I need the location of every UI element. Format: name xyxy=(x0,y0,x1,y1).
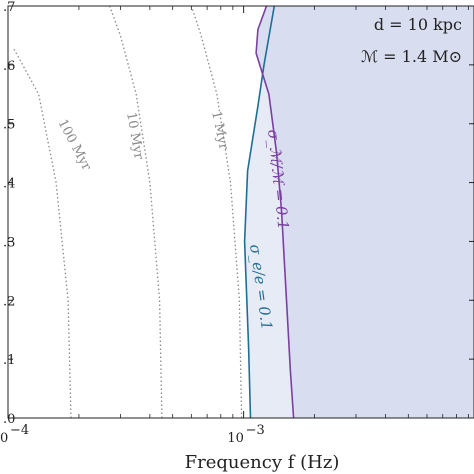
isochrone-line-1 xyxy=(108,5,163,419)
x-axis-minor-ticks xyxy=(78,6,469,418)
y-tick-label-7: .7 xyxy=(3,0,15,15)
sigma-chirp-shaded-region xyxy=(256,6,474,418)
y-tick-label-6: .6 xyxy=(3,59,15,74)
series-layer xyxy=(243,5,295,419)
y-tick-label-0: .0 xyxy=(3,412,15,427)
y-tick-label-3: .3 xyxy=(3,235,15,250)
x-tick-label-1: 10 xyxy=(227,431,244,446)
isochrone-label-1myr: 1 Myr xyxy=(208,110,231,152)
isochrone-layer xyxy=(12,5,243,419)
x-tick-label-exp-1: −3 xyxy=(246,423,265,438)
x-axis-label: Frequency f (Hz) xyxy=(185,452,340,473)
series-line-0 xyxy=(243,5,276,419)
y-tick-label-5: .5 xyxy=(3,118,15,133)
isochrone-line-2 xyxy=(190,5,243,419)
y-tick-label-4: .4 xyxy=(3,177,15,192)
x-tick-label-exp-0: −4 xyxy=(10,423,29,438)
plot-frame xyxy=(7,5,474,419)
plot-area xyxy=(12,5,474,419)
isochrone-line-0 xyxy=(12,46,72,419)
isochrone-label-10myr: 10 Myr xyxy=(123,111,146,161)
series-line-1 xyxy=(255,5,295,419)
x-tick-label-0: 10 xyxy=(0,431,8,446)
annotation-distance: d = 10 kpc xyxy=(374,15,462,34)
annotation-chirp-mass: ℳ = 1.4 M⊙ xyxy=(361,47,462,66)
x-axis-ticks: 10−410−3 xyxy=(0,6,265,446)
isochrone-labels: 100 Myr 10 Myr 1 Myr xyxy=(54,110,231,174)
isochrone-label-100myr: 100 Myr xyxy=(54,117,94,174)
y-tick-label-2: .2 xyxy=(3,294,15,309)
y-axis-ticks: .0 .1 .2 .3 .4 .5 .6 .7 xyxy=(3,0,474,427)
y-tick-label-1: .1 xyxy=(3,353,15,368)
